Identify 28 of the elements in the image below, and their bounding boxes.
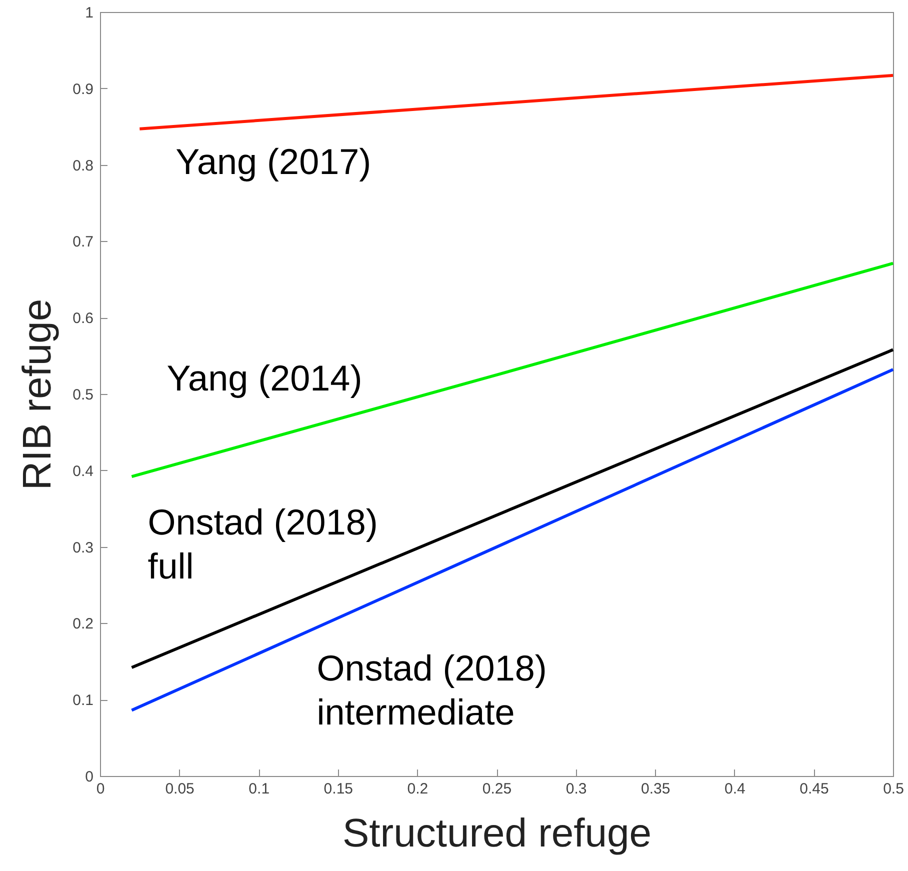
x-tick-label: 0.2 — [407, 780, 428, 798]
y-tick-label: 0 — [85, 768, 94, 786]
x-tick-label: 0.3 — [566, 780, 587, 798]
y-tick-label: 0.7 — [72, 234, 94, 251]
x-tick-label: 0.05 — [165, 780, 194, 798]
y-tick-label: 0.5 — [72, 386, 94, 404]
y-axis-title: RIB refuge — [16, 298, 60, 490]
y-tick-label: 0.1 — [72, 692, 94, 710]
series-label: Onstad (2018) intermediate — [316, 647, 547, 732]
y-tick-label: 0.4 — [72, 462, 94, 480]
y-tick-label: 0.8 — [72, 157, 94, 174]
series-label: Yang (2017) — [176, 140, 372, 182]
x-tick-label: 0.25 — [482, 780, 512, 798]
x-tick-label: 0.45 — [800, 780, 829, 798]
x-tick-label: 0.35 — [641, 780, 670, 798]
x-tick-label: 0.15 — [324, 780, 353, 798]
x-tick-label: 0 — [96, 780, 105, 798]
y-tick-label: 0.9 — [72, 80, 94, 98]
x-tick-label: 0.1 — [248, 780, 270, 798]
x-axis-title: Structured refuge — [342, 812, 652, 856]
y-tick-label: 1 — [85, 4, 94, 22]
series-label: Yang (2014) — [166, 358, 362, 399]
y-tick-label: 0.6 — [72, 310, 94, 328]
y-tick-label: 0.3 — [72, 539, 94, 556]
series-label: Onstad (2018) full — [148, 502, 378, 587]
x-tick-label: 0.5 — [883, 780, 904, 798]
y-tick-label: 0.2 — [72, 616, 94, 633]
x-tick-label: 0.4 — [724, 780, 746, 798]
